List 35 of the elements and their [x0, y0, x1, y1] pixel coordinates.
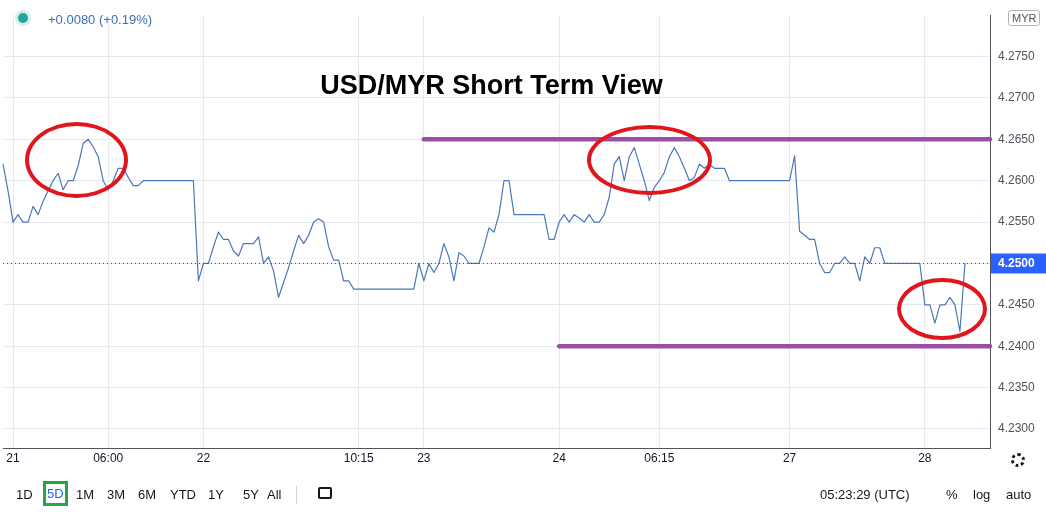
- x-tick-label: 28: [918, 450, 932, 465]
- x-tick-label: 27: [782, 450, 797, 465]
- y-tick-label: 4.2300: [998, 421, 1036, 436]
- x-tick-label: 06:15: [644, 450, 675, 465]
- annotation: +0.0080 (+0.19%): [48, 12, 153, 27]
- text: %: [946, 487, 958, 502]
- x-tick-label: 06:00: [93, 450, 124, 465]
- x-tick-label: 22: [196, 450, 211, 465]
- text: 1Y: [208, 487, 224, 502]
- ref-line-label: 4.2500: [998, 255, 1036, 270]
- y-tick-label: 4.2350: [998, 379, 1036, 394]
- y-tick-label: 4.2650: [998, 131, 1036, 146]
- text: 1D: [16, 487, 33, 502]
- y-tick-label: 4.2450: [998, 297, 1036, 312]
- text: YTD: [170, 487, 196, 502]
- y-tick-label: 4.2750: [998, 48, 1036, 63]
- text: 5D: [46, 484, 65, 503]
- text: auto: [1006, 487, 1032, 502]
- y-tick-label: 4.2600: [998, 173, 1036, 188]
- text: All: [267, 487, 282, 502]
- x-tick-label: 10:15: [343, 450, 375, 465]
- y-tick-label: 4.2700: [998, 90, 1036, 105]
- text: 3M: [107, 487, 126, 502]
- text: MYR: [1008, 10, 1041, 26]
- text: 5Y: [243, 487, 259, 502]
- text: 05:23:29 (UTC): [820, 487, 910, 502]
- x-tick-label: 24: [552, 450, 567, 465]
- text: log: [973, 487, 991, 502]
- y-tick-label: 4.2400: [998, 338, 1036, 353]
- x-tick-label: 21: [6, 450, 21, 465]
- text: 1M: [76, 487, 95, 502]
- y-tick-label: 4.2550: [998, 214, 1036, 229]
- text: USD/MYR Short Term View: [320, 70, 663, 101]
- text: 6M: [138, 487, 157, 502]
- x-tick-label: 23: [417, 450, 431, 465]
